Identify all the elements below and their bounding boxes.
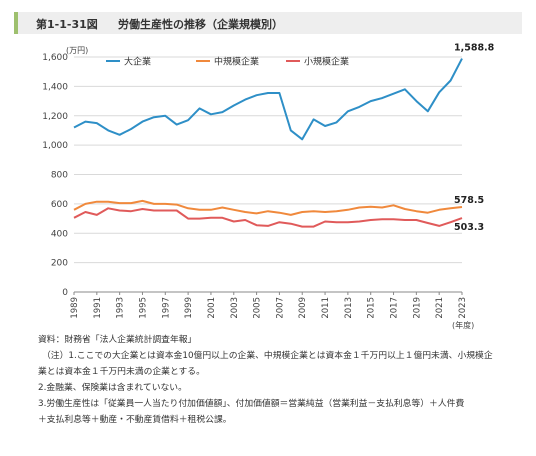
x-tick-label: 1997 [161, 297, 171, 319]
chart-legend: 大企業 中規模企業 小規模企業 [106, 56, 349, 68]
y-tick-label: 1,200 [42, 112, 68, 122]
x-tick-label: 2001 [207, 297, 217, 319]
note-3: 3.労働生産性は「従業員一人当たり付加価値額」、付加価値額＝営業純益（営業利益－… [38, 399, 465, 409]
legend-label: 小規模企業 [304, 56, 349, 68]
x-tick-label: 2003 [230, 297, 240, 319]
x-tick-label: 2013 [344, 297, 354, 319]
x-tick-label: 2019 [412, 297, 422, 319]
y-tick-label: 200 [51, 259, 68, 269]
y-tick-label: 1,000 [42, 141, 68, 151]
x-tick-label: 1991 [93, 297, 103, 319]
note-1: （注）1.ここでの大企業とは資本金10億円以上の企業、中規模企業とは資本金１千万… [42, 351, 493, 361]
note-3-cont: ＋支払利息等＋動産・不動産賃借料＋租税公課。 [38, 415, 232, 425]
x-tick-label: 2005 [253, 297, 263, 319]
x-tick-label: 1995 [138, 297, 148, 319]
x-tick-label: 2011 [321, 297, 331, 319]
end-value-label: 1,588.8 [454, 43, 495, 54]
series-line [73, 58, 463, 141]
x-axis: 1989 1991 1993 1995 1997 1999 2001 2003 2005 2007… [70, 292, 468, 319]
series-line [73, 199, 463, 216]
y-axis-unit: (万円) [66, 46, 88, 55]
y-tick-label: 1,600 [42, 53, 68, 63]
notes: 資料：財務省「法人企業統計調査年報」 （注）1.ここでの大企業とは資本金10億円… [38, 332, 528, 428]
end-value-label: 578.5 [454, 195, 484, 206]
y-axis: 0 200 400 600 800 1,000 1,200 1,400 1,600 [42, 53, 68, 298]
x-tick-label: 2021 [435, 297, 445, 319]
figure-title: 労働生産性の推移（企業規模別） [118, 18, 283, 31]
series-line [73, 207, 463, 228]
y-tick-label: 800 [51, 171, 68, 181]
y-tick-label: 400 [51, 229, 68, 239]
x-tick-label: 2009 [298, 297, 308, 319]
x-tick-label: 2015 [367, 297, 377, 319]
end-value-label: 503.3 [454, 222, 484, 233]
legend-label: 大企業 [124, 56, 151, 68]
x-axis-unit: (年度) [452, 320, 474, 330]
x-tick-label: 1993 [116, 297, 126, 319]
x-tick-label: 1999 [184, 297, 194, 319]
x-tick-label: 2017 [390, 297, 400, 319]
y-tick-label: 0 [62, 288, 68, 298]
source-note: 資料：財務省「法人企業統計調査年報」 [38, 335, 197, 345]
chart-grid [74, 56, 462, 293]
y-tick-label: 600 [51, 200, 68, 210]
x-tick-label: 2023 [458, 297, 468, 319]
x-tick-label: 2007 [275, 297, 285, 319]
figure-number: 第1-1-31図 [36, 18, 98, 31]
figure-header: 第1-1-31図 労働生産性の推移（企業規模別） [14, 12, 522, 34]
note-2: 2.金融業、保険業は含まれていない。 [38, 383, 187, 393]
note-1-cont: 業とは資本金１千万円未満の企業とする。 [38, 367, 205, 377]
chart-series: 1,588.8 578.5 503.3 [73, 43, 495, 233]
y-tick-label: 1,400 [42, 82, 68, 92]
legend-label: 中規模企業 [214, 56, 259, 68]
x-tick-label: 1989 [70, 297, 80, 319]
